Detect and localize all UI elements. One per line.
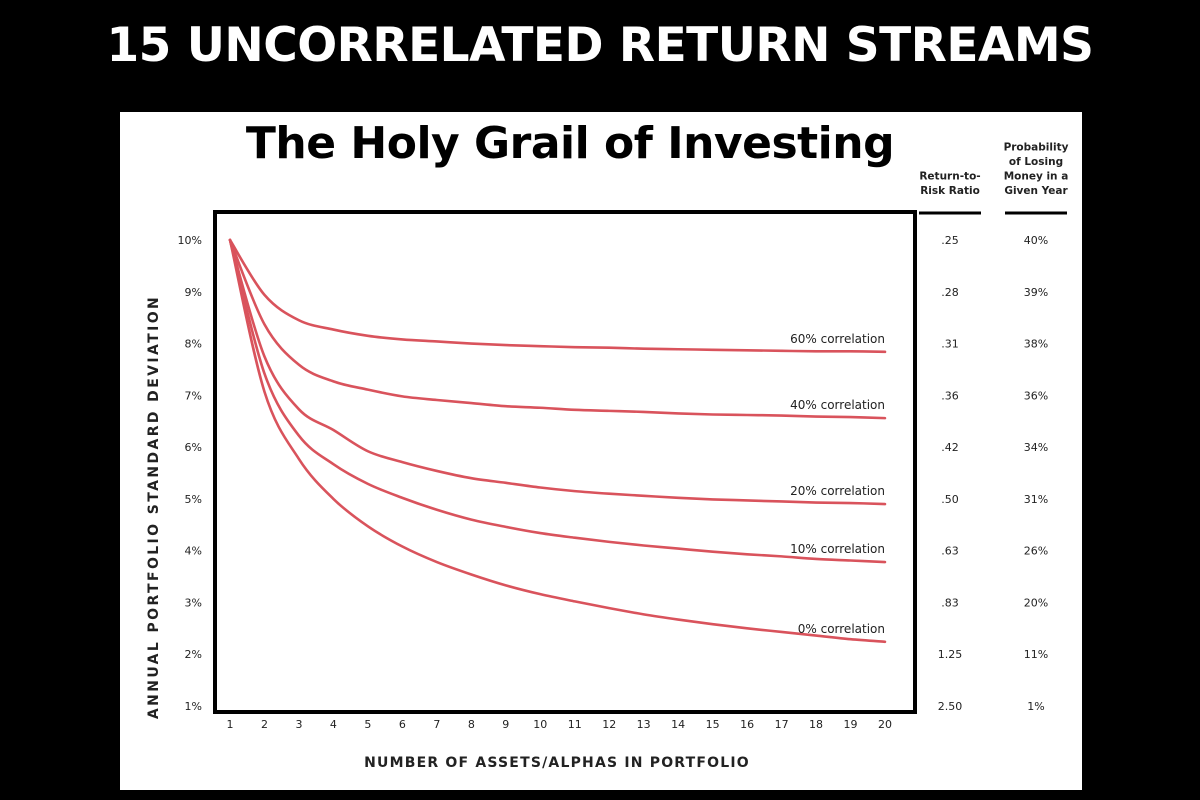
x-tick-label: 8 (468, 718, 475, 731)
series-line (228, 238, 887, 644)
x-tick-label: 10 (533, 718, 547, 731)
table-cell: .31 (941, 338, 959, 351)
x-tick-label: 17 (775, 718, 789, 731)
table-cell: .83 (941, 596, 959, 609)
x-tick-label: 18 (809, 718, 823, 731)
table-cell: 36% (1024, 389, 1048, 402)
table-cell: .36 (941, 389, 959, 402)
x-tick-label: 9 (502, 718, 509, 731)
table-header: Return-to-Risk Ratio (919, 171, 980, 198)
table-cell: 1% (1027, 700, 1044, 713)
headline: 15 UNCORRELATED RETURN STREAMS (106, 18, 1094, 73)
y-tick-label: 9% (185, 286, 202, 299)
plot-frame (213, 210, 917, 714)
y-tick-label: 1% (185, 700, 202, 713)
y-tick-label: 7% (185, 389, 202, 402)
x-tick-label: 7 (433, 718, 440, 731)
x-tick-label: 19 (844, 718, 858, 731)
series-line (228, 238, 887, 420)
chart-panel: 10% 9% 8% 7% 6% 5% 4% 3% 2% 1% 1 2 3 4 5 6 7 8 9 10 11 12 13 1… (120, 112, 1082, 790)
table-cell: 20% (1024, 596, 1048, 609)
series-line (228, 238, 887, 506)
table-cell: 1.25 (938, 648, 963, 661)
table-cell: 26% (1024, 545, 1048, 558)
series-line (228, 238, 887, 564)
table-cell: .42 (941, 441, 959, 454)
x-tick-label: 4 (330, 718, 337, 731)
x-axis-label: NUMBER OF ASSETS/ALPHAS IN PORTFOLIO (364, 755, 750, 771)
x-tick-label: 16 (740, 718, 754, 731)
series-label: 10% correlation (790, 542, 885, 556)
y-tick-label: 4% (185, 545, 202, 558)
series-line (228, 238, 887, 354)
table-cell: 11% (1024, 648, 1048, 661)
table-cell: 2.50 (938, 700, 963, 713)
series-label: 20% correlation (790, 484, 885, 498)
table-header: Probability of Losing Money in a Given Year (1004, 142, 1069, 198)
series-label: 60% correlation (790, 332, 885, 346)
chart-title: The Holy Grail of Investing (245, 118, 895, 169)
y-tick-label: 6% (185, 441, 202, 454)
series-label: 40% correlation (790, 398, 885, 412)
x-tick-label: 11 (568, 718, 582, 731)
y-tick-label: 10% (178, 234, 202, 247)
x-tick-label: 15 (706, 718, 720, 731)
x-tick-label: 5 (364, 718, 371, 731)
table-cell: 31% (1024, 493, 1048, 506)
x-tick-label: 13 (637, 718, 651, 731)
table-cell: 38% (1024, 338, 1048, 351)
table-cell: .25 (941, 234, 959, 247)
x-tick-label: 3 (295, 718, 302, 731)
x-tick-label: 2 (261, 718, 268, 731)
y-tick-label: 3% (185, 596, 202, 609)
table-cell: .63 (941, 545, 959, 558)
y-tick-label: 8% (185, 338, 202, 351)
y-axis-label: ANNUAL PORTFOLIO STANDARD DEVIATION (146, 295, 162, 719)
x-tick-label: 6 (399, 718, 406, 731)
series-label: 0% correlation (798, 622, 885, 636)
table-cell: 39% (1024, 286, 1048, 299)
y-tick-label: 5% (185, 493, 202, 506)
table-cell: .28 (941, 286, 959, 299)
y-tick-label: 2% (185, 648, 202, 661)
table-cell: 40% (1024, 234, 1048, 247)
table-cell: .50 (941, 493, 959, 506)
x-tick-label: 20 (878, 718, 892, 731)
x-tick-label: 14 (671, 718, 685, 731)
x-tick-label: 12 (602, 718, 616, 731)
table-cell: 34% (1024, 441, 1048, 454)
chart-svg: 10%9%8%7%6%5%4%3%2%1% 1 2 3 4 5 6 7 8 9 10 11 12 13 1… (146, 142, 1069, 772)
x-tick-label: 1 (227, 718, 234, 731)
